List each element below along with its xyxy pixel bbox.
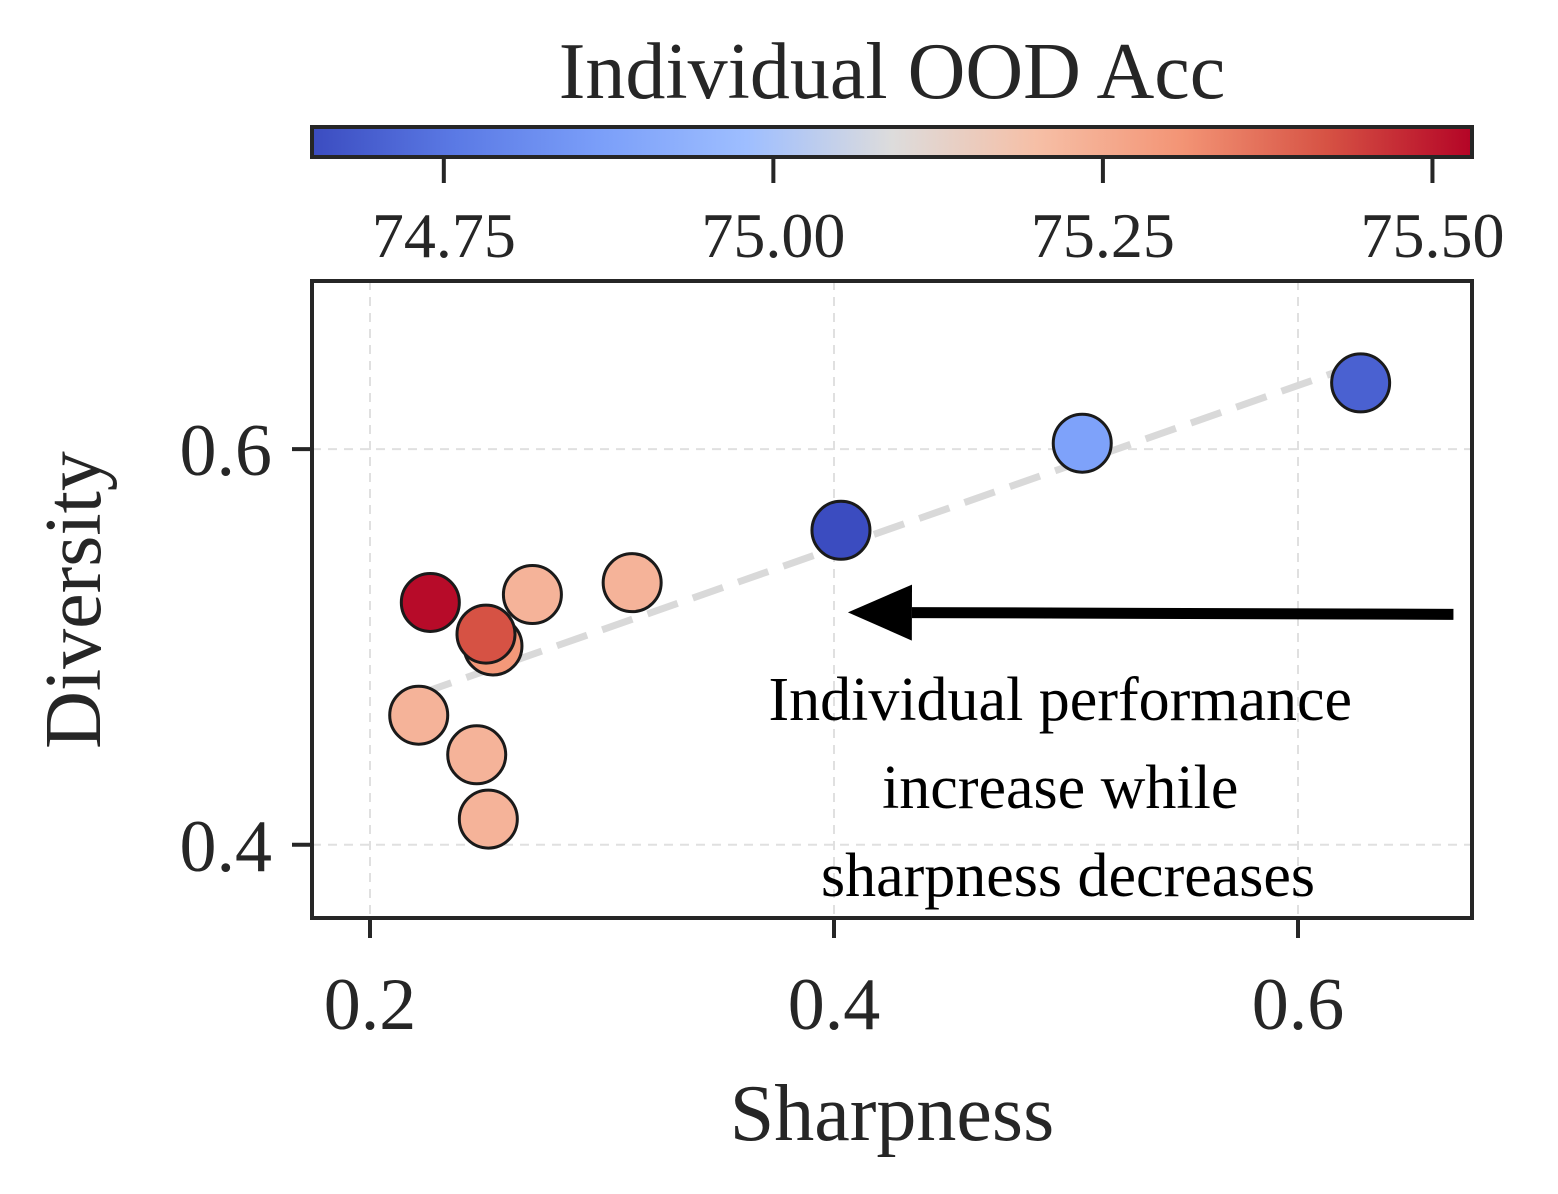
grid-lines: [312, 281, 1472, 918]
y-tick-label-0: 0.4: [180, 806, 273, 888]
data-point-5: [399, 571, 461, 633]
annotation-text: Individual performance increase while sh…: [768, 666, 1367, 910]
plot-frame: [310, 279, 1474, 920]
data-point-1: [1051, 412, 1113, 474]
colorbar-gradient: [310, 125, 1474, 159]
arrow-head: [847, 584, 913, 641]
data-point-10: [457, 788, 519, 850]
x-axis-title: Sharpness: [730, 1070, 1054, 1158]
data-point-0: [1330, 352, 1392, 414]
annotation-arrow: [847, 584, 1454, 641]
data-point-7: [455, 603, 517, 665]
data-points: [388, 352, 1392, 850]
annotation-line-1: Individual performance: [768, 666, 1352, 734]
colorbar: Individual OOD Acc 74.75 75.00 75.25 75.50: [310, 28, 1504, 271]
trend-line: [419, 361, 1358, 697]
y-tick-label-1: 0.6: [180, 410, 273, 492]
data-point-4: [501, 564, 563, 626]
data-point-2: [810, 499, 872, 561]
x-tick-label-1: 0.4: [788, 964, 881, 1046]
colorbar-ticks: 74.75 75.00 75.25 75.50: [372, 157, 1504, 271]
x-tick-label-2: 0.6: [1252, 964, 1345, 1046]
annotation-line-3: sharpness decreases: [821, 842, 1315, 910]
data-point-9: [446, 724, 508, 786]
data-point-3: [601, 552, 663, 614]
x-tick-label-0: 0.2: [324, 964, 417, 1046]
data-point-8: [388, 684, 450, 746]
plot-area: Individual performance increase while sh…: [180, 279, 1474, 1046]
y-axis-title: Diversity: [30, 451, 118, 749]
colorbar-title: Individual OOD Acc: [559, 28, 1226, 116]
y-axis-ticks: 0.4 0.6: [180, 410, 312, 888]
x-axis-ticks: 0.2 0.4 0.6: [324, 918, 1345, 1046]
colorbar-tick-label-3: 75.50: [1360, 200, 1504, 271]
annotation-line-2: increase while: [882, 754, 1238, 822]
colorbar-tick-label-2: 75.25: [1031, 200, 1175, 271]
colorbar-tick-label-0: 74.75: [372, 200, 516, 271]
colorbar-tick-label-1: 75.00: [701, 200, 845, 271]
arrow-shaft: [911, 607, 1454, 620]
